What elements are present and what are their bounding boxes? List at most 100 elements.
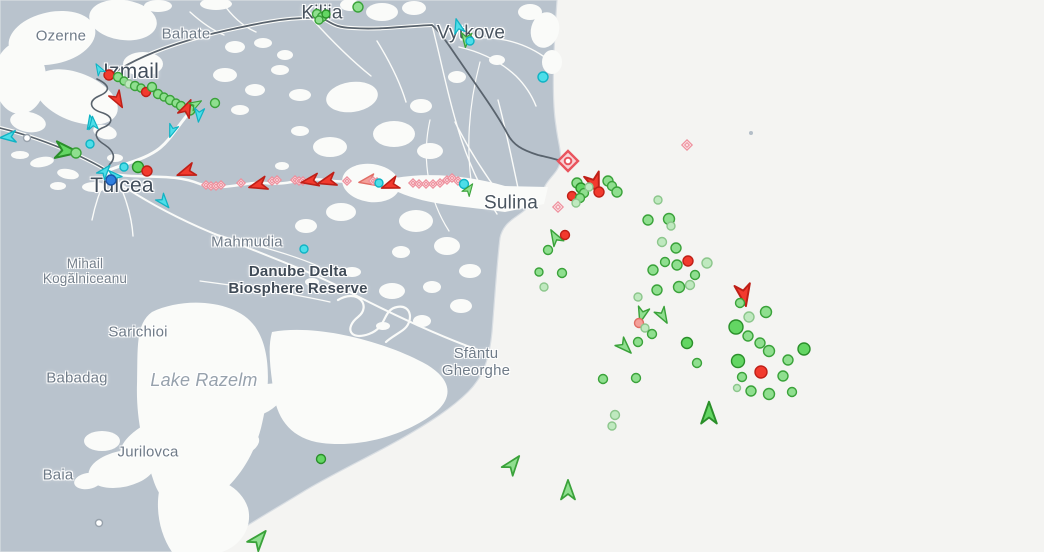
vessel-course-arrow[interactable] bbox=[177, 97, 197, 120]
vessel-position-marker[interactable] bbox=[754, 365, 768, 379]
vessel-position-marker[interactable] bbox=[743, 311, 755, 323]
vessel-position-marker[interactable] bbox=[754, 337, 766, 349]
vessel-position-marker[interactable] bbox=[647, 264, 659, 276]
vessel-position-marker[interactable] bbox=[742, 330, 754, 342]
vessel-position-marker[interactable] bbox=[352, 1, 364, 13]
vessel-position-marker[interactable] bbox=[85, 139, 95, 149]
vessel-position-marker[interactable] bbox=[736, 371, 748, 383]
vessel-position-marker[interactable] bbox=[321, 9, 331, 19]
vessel-course-arrow[interactable] bbox=[451, 17, 466, 35]
vessel-position-marker[interactable] bbox=[534, 267, 544, 277]
vessel-position-marker[interactable] bbox=[777, 370, 789, 382]
vessel-course-arrow[interactable] bbox=[560, 478, 576, 501]
vessel-course-arrow[interactable] bbox=[700, 400, 718, 425]
vessel-position-marker[interactable] bbox=[607, 421, 617, 431]
route-point-diamond[interactable] bbox=[680, 138, 694, 152]
route-point-diamond[interactable] bbox=[427, 178, 439, 190]
vessel-course-arrow[interactable] bbox=[88, 115, 99, 131]
vessel-position-marker[interactable] bbox=[701, 257, 713, 269]
vessel-position-marker[interactable] bbox=[659, 256, 671, 268]
vessel-position-marker[interactable] bbox=[672, 280, 686, 294]
vessel-position-marker[interactable] bbox=[537, 71, 549, 83]
vessel-course-arrow[interactable] bbox=[165, 122, 180, 138]
vessel-position-marker[interactable] bbox=[762, 344, 776, 358]
vessel-course-arrow[interactable] bbox=[0, 129, 17, 144]
vessel-course-arrow[interactable] bbox=[733, 282, 753, 308]
vessel-position-marker[interactable] bbox=[609, 409, 621, 421]
vessel-position-marker[interactable] bbox=[611, 186, 623, 198]
vessel-position-marker[interactable] bbox=[559, 229, 571, 241]
vessel-position-marker[interactable] bbox=[70, 147, 82, 159]
vessel-course-arrow[interactable] bbox=[653, 305, 672, 326]
vessel-course-arrow[interactable] bbox=[546, 227, 565, 248]
vessel-position-marker[interactable] bbox=[728, 319, 744, 335]
route-point-diamond[interactable] bbox=[271, 174, 283, 186]
vessel-position-marker[interactable] bbox=[640, 323, 650, 333]
vessel-position-marker[interactable] bbox=[759, 305, 773, 319]
vessel-position-marker[interactable] bbox=[119, 162, 129, 172]
vessel-position-marker[interactable] bbox=[671, 259, 683, 271]
station-marker[interactable] bbox=[94, 518, 104, 528]
vessel-course-arrow[interactable] bbox=[379, 175, 401, 194]
vessel-position-marker[interactable] bbox=[691, 357, 703, 369]
vessel-position-marker[interactable] bbox=[315, 453, 327, 465]
vessel-position-marker[interactable] bbox=[571, 198, 581, 208]
station-marker[interactable] bbox=[22, 133, 32, 143]
vessel-position-marker[interactable] bbox=[745, 385, 757, 397]
vessel-position-marker[interactable] bbox=[632, 336, 644, 348]
vessel-course-arrow[interactable] bbox=[300, 172, 321, 188]
vessel-course-arrow[interactable] bbox=[500, 452, 525, 477]
vessel-position-marker[interactable] bbox=[684, 279, 696, 291]
vessel-course-arrow[interactable] bbox=[193, 107, 206, 123]
vessel-position-marker[interactable] bbox=[656, 236, 668, 248]
route-point-diamond[interactable] bbox=[341, 175, 353, 187]
vessel-position-marker[interactable] bbox=[732, 383, 742, 393]
route-point-diamond[interactable] bbox=[551, 200, 565, 214]
route-point-diamond[interactable] bbox=[420, 178, 432, 190]
vessel-position-marker[interactable] bbox=[584, 182, 594, 192]
vessel-course-arrow[interactable] bbox=[188, 97, 204, 112]
vessel-position-marker[interactable] bbox=[797, 342, 811, 356]
vessel-position-marker[interactable] bbox=[105, 174, 117, 186]
vessel-position-marker[interactable] bbox=[762, 387, 776, 401]
vessel-position-marker[interactable] bbox=[734, 297, 746, 309]
vessel-position-marker[interactable] bbox=[730, 353, 746, 369]
vessel-position-marker[interactable] bbox=[689, 269, 701, 281]
vessel-course-arrow[interactable] bbox=[154, 192, 173, 211]
vessel-position-marker[interactable] bbox=[642, 214, 654, 226]
vessel-position-marker[interactable] bbox=[374, 178, 384, 188]
vessel-course-arrow[interactable] bbox=[95, 162, 114, 181]
vessel-position-marker[interactable] bbox=[593, 186, 605, 198]
vessel-position-marker[interactable] bbox=[630, 372, 642, 384]
vessel-course-arrow[interactable] bbox=[461, 181, 476, 197]
vessel-position-marker[interactable] bbox=[146, 81, 158, 93]
vessel-position-marker[interactable] bbox=[666, 221, 676, 231]
vessel-position-marker[interactable] bbox=[786, 386, 798, 398]
route-point-diamond[interactable] bbox=[235, 177, 247, 189]
vessel-course-arrow[interactable] bbox=[92, 62, 106, 77]
vessel-course-arrow[interactable] bbox=[316, 171, 338, 189]
vessel-course-arrow[interactable] bbox=[246, 526, 271, 552]
vessel-position-marker[interactable] bbox=[314, 15, 324, 25]
navigation-beacon-marker[interactable] bbox=[556, 149, 580, 173]
vessel-position-marker[interactable] bbox=[682, 255, 694, 267]
vessel-course-arrow[interactable] bbox=[108, 89, 128, 110]
vessel-course-arrow[interactable] bbox=[247, 175, 269, 193]
route-point-diamond[interactable] bbox=[434, 177, 446, 189]
vessel-position-marker[interactable] bbox=[782, 354, 794, 366]
vessel-position-marker[interactable] bbox=[209, 97, 221, 109]
vessel-position-marker[interactable] bbox=[646, 328, 658, 340]
route-point-diamond[interactable] bbox=[413, 178, 425, 190]
vessel-position-marker[interactable] bbox=[141, 165, 153, 177]
vessel-position-marker[interactable] bbox=[597, 373, 609, 385]
vessel-position-marker[interactable] bbox=[465, 36, 475, 46]
vessel-position-marker[interactable] bbox=[653, 195, 663, 205]
vessel-position-marker[interactable] bbox=[670, 242, 682, 254]
vessel-course-arrow[interactable] bbox=[175, 162, 198, 181]
vessel-position-marker[interactable] bbox=[458, 178, 470, 190]
vessel-position-marker[interactable] bbox=[539, 282, 549, 292]
vessel-position-marker[interactable] bbox=[651, 284, 663, 296]
route-point-diamond[interactable] bbox=[215, 179, 227, 191]
vessel-position-marker[interactable] bbox=[633, 292, 643, 302]
